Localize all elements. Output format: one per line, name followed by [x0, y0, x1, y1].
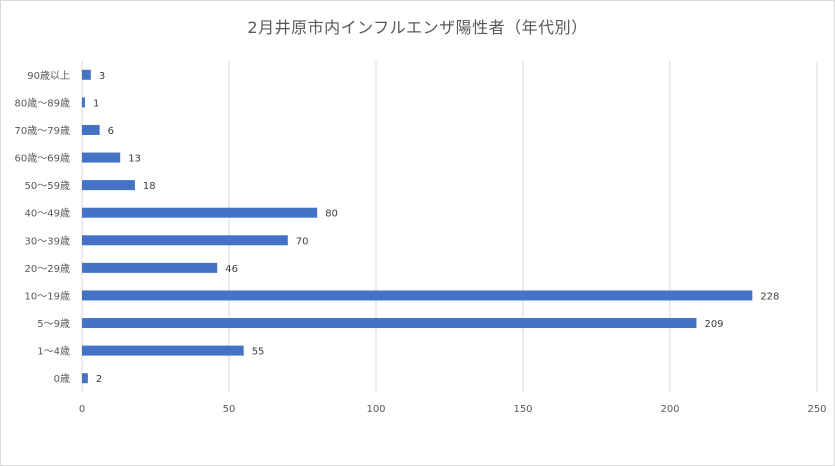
- data-label: 13: [128, 154, 141, 165]
- y-tick-label: 80歳〜89歳: [15, 97, 70, 109]
- y-tick-label: 60歳〜69歳: [15, 153, 70, 165]
- x-tick-label: 250: [807, 404, 826, 415]
- y-tick-label: 70歳〜79歳: [15, 125, 70, 137]
- bar: [82, 235, 288, 246]
- data-label: 209: [704, 319, 723, 330]
- bar: [82, 207, 318, 218]
- bar: [82, 373, 88, 384]
- x-tick-label: 150: [513, 404, 532, 415]
- y-tick-label: 5〜9歳: [37, 318, 70, 330]
- y-tick-label: 1〜4歳: [37, 346, 70, 358]
- bar: [82, 69, 91, 80]
- bar: [82, 124, 100, 135]
- x-tick-label: 100: [366, 404, 385, 415]
- y-tick-label: 0歳: [54, 373, 70, 385]
- data-label: 18: [143, 181, 156, 192]
- data-label: 3: [99, 71, 105, 82]
- bar: [82, 152, 121, 163]
- bar: [82, 262, 218, 273]
- data-label: 1: [93, 98, 99, 109]
- y-tick-label: 10〜19歳: [25, 290, 70, 302]
- bar: [82, 97, 85, 108]
- chart-title: 2月井原市内インフルエンザ陽性者（年代別）: [247, 18, 588, 37]
- y-tick-label: 30〜39歳: [25, 235, 70, 247]
- data-label: 2: [96, 374, 102, 385]
- bar: [82, 180, 135, 191]
- data-label: 46: [225, 264, 238, 275]
- y-tick-label: 20〜29歳: [25, 263, 70, 275]
- bar: [82, 345, 244, 356]
- x-tick-label: 200: [660, 404, 679, 415]
- x-tick-label: 0: [79, 404, 85, 415]
- data-label: 6: [108, 126, 114, 137]
- data-label: 80: [325, 209, 338, 220]
- y-tick-label: 40〜49歳: [25, 208, 70, 220]
- data-label: 70: [296, 236, 309, 247]
- data-label: 228: [760, 291, 779, 302]
- bar: [82, 290, 753, 301]
- y-tick-label: 50〜59歳: [25, 180, 70, 192]
- bar: [82, 318, 697, 329]
- y-tick-label: 90歳以上: [27, 70, 70, 82]
- x-tick-label: 50: [223, 404, 236, 415]
- data-label: 55: [252, 347, 265, 358]
